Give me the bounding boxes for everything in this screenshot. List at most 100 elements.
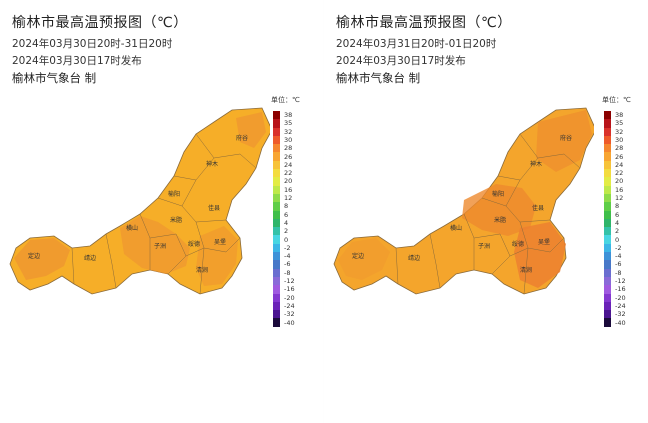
- legend-swatch: [604, 285, 611, 294]
- forecast-panel-day1: 榆林市最高温预报图（℃） 2024年03月30日20时-31日20时 2024年…: [9, 15, 300, 327]
- legend-label: 35: [284, 119, 293, 128]
- issue-time: 2024年03月30日17时发布: [12, 55, 142, 67]
- hot-zone-west: [338, 238, 390, 280]
- legend-label: 35: [615, 119, 624, 128]
- legend-swatch: [273, 235, 280, 244]
- legend-label: -16: [284, 285, 295, 294]
- district-label: 榆阳: [492, 190, 504, 198]
- district-label: 靖边: [408, 254, 420, 262]
- legend-label: 4: [284, 218, 289, 227]
- legend-bar: [273, 111, 280, 327]
- legend-swatch: [273, 252, 280, 261]
- legend-swatch: [604, 152, 611, 161]
- legend-swatch: [604, 135, 611, 145]
- legend-label: 24: [284, 160, 293, 169]
- legend-label: -20: [615, 293, 626, 302]
- legend-swatch: [604, 202, 611, 211]
- legend-swatch: [273, 318, 280, 327]
- legend-swatch: [604, 260, 611, 269]
- district-label: 佳县: [532, 204, 544, 212]
- legend-label: 2: [284, 227, 289, 236]
- legend-swatch: [604, 177, 611, 186]
- legend-swatch: [273, 227, 280, 236]
- district-label: 靖边: [84, 254, 96, 262]
- legend-label: -40: [615, 318, 626, 327]
- legend-swatch: [604, 185, 611, 194]
- legend-swatch: [604, 144, 611, 153]
- district-label: 米脂: [494, 216, 506, 224]
- legend-label: -8: [284, 268, 291, 277]
- valid-period: 2024年03月31日20时-01日20时: [336, 38, 497, 50]
- legend-swatch: [273, 218, 280, 228]
- legend-swatch: [604, 276, 611, 286]
- legend-swatch: [273, 185, 280, 194]
- legend-unit: 单位：℃: [271, 96, 300, 104]
- legend-swatch: [273, 135, 280, 145]
- legend-label: 4: [615, 218, 620, 227]
- issuer: 榆林市气象台 制: [336, 71, 421, 85]
- district-label: 子洲: [478, 243, 490, 250]
- legend-label: -40: [284, 318, 295, 327]
- legend-swatch: [273, 310, 280, 319]
- legend-label: 30: [615, 135, 624, 144]
- legend-swatch: [604, 301, 611, 311]
- legend-label: 32: [284, 127, 293, 136]
- legend-swatch: [604, 210, 611, 219]
- issuer: 榆林市气象台 制: [12, 71, 97, 85]
- legend-swatch: [604, 111, 611, 120]
- legend-label: -24: [615, 301, 626, 310]
- district-label: 定边: [352, 252, 364, 260]
- legend-swatch: [604, 310, 611, 319]
- legend-swatch: [273, 169, 280, 178]
- district-label: 清涧: [196, 266, 208, 274]
- district-label: 府谷: [236, 134, 248, 142]
- hot-zone-north: [536, 110, 592, 172]
- legend-swatch: [273, 144, 280, 153]
- legend-swatch: [273, 276, 280, 286]
- legend-swatch: [604, 119, 611, 128]
- legend-label: -32: [284, 310, 295, 319]
- legend-swatch: [604, 160, 611, 170]
- legend-swatch: [273, 301, 280, 311]
- district-label: 绥德: [188, 240, 200, 248]
- legend-label: 32: [615, 127, 624, 136]
- legend-swatch: [604, 268, 611, 277]
- district-label: 吴堡: [538, 238, 550, 246]
- legend-label: -2: [615, 243, 622, 252]
- legend-unit: 单位：℃: [602, 96, 631, 104]
- legend-swatch: [604, 243, 611, 253]
- issue-time: 2024年03月30日17时发布: [336, 55, 466, 67]
- district-label: 定边: [28, 252, 40, 260]
- temperature-map: 府谷 神木 榆阳 佳县 横山 米脂 靖边 子洲 绥德 吴堡 定边 清涧: [9, 107, 270, 295]
- temperature-map: 府谷 神木 榆阳 佳县 横山 米脂 靖边 子洲 绥德 吴堡 定边 清涧: [333, 107, 594, 295]
- legend-label: 6: [615, 210, 620, 219]
- legend-label: -12: [615, 277, 626, 285]
- legend-label: 26: [615, 152, 624, 161]
- district-label: 清涧: [520, 266, 532, 274]
- district-label: 子洲: [154, 243, 166, 250]
- map-title: 榆林市最高温预报图（℃）: [12, 15, 188, 31]
- district-label: 佳县: [208, 204, 220, 212]
- legend-swatch: [273, 210, 280, 219]
- district-label: 神木: [206, 160, 218, 168]
- legend-label: -2: [284, 243, 291, 252]
- legend-label: -6: [284, 260, 291, 269]
- legend-swatch: [604, 169, 611, 178]
- district-label: 绥德: [512, 240, 524, 248]
- legend-label: 26: [284, 152, 293, 161]
- warm-zone-south: [120, 216, 190, 274]
- legend-bar: [604, 111, 611, 327]
- legend-swatch: [273, 243, 280, 253]
- legend-label: 16: [284, 185, 293, 194]
- legend-swatch: [273, 111, 280, 120]
- legend-label: -20: [284, 293, 295, 302]
- hot-zone-east: [514, 222, 566, 288]
- legend-label: 8: [284, 202, 289, 211]
- legend-swatch: [604, 235, 611, 244]
- legend-label: 30: [284, 135, 293, 144]
- legend-label: 20: [284, 177, 293, 186]
- valid-period: 2024年03月30日20时-31日20时: [12, 38, 173, 50]
- legend-swatch: [273, 293, 280, 302]
- legend-label: -32: [615, 310, 626, 319]
- legend-label: -12: [284, 277, 295, 285]
